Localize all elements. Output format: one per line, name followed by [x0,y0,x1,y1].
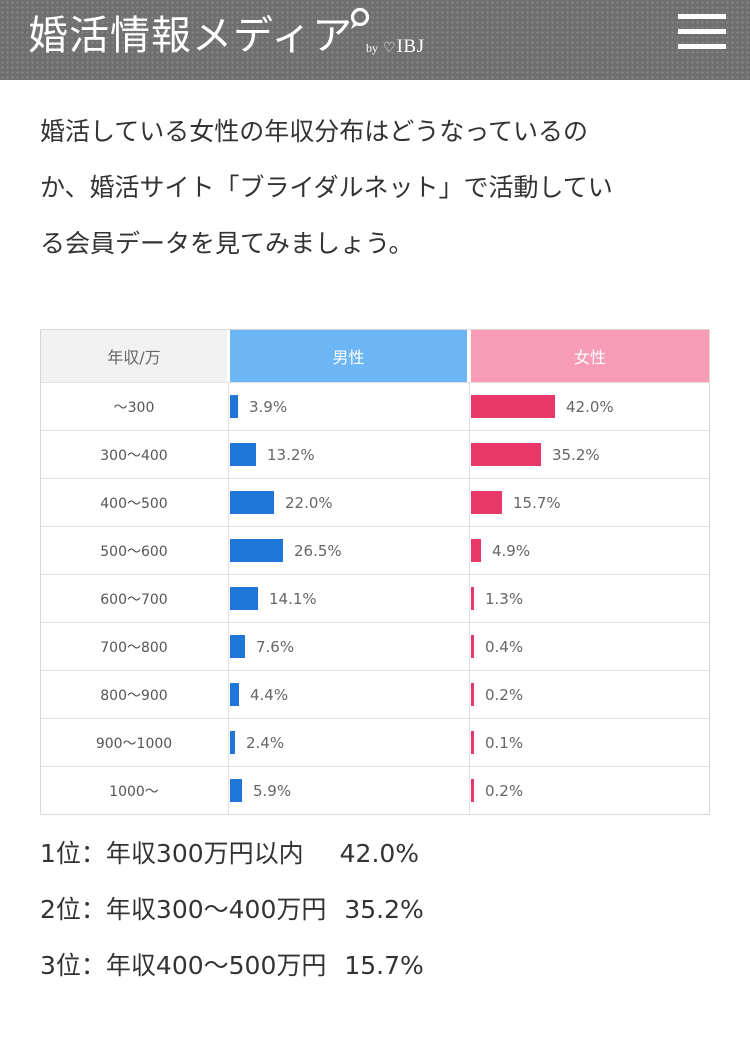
row-label: 1000～ [109,784,159,800]
heart-icon: ♡ [383,41,396,56]
rank-value: 35.2% [344,895,424,924]
row-label: 500～600 [100,544,168,560]
female-value-label: 0.2% [485,686,524,704]
column-header-male: 男性 [230,330,467,382]
female-bar [471,635,474,658]
income-distribution-chart: 年収/万 男性 女性 ～300 3.9% 42.0% 300～400 13.2% 35.2… [40,329,710,815]
male-value-label: 3.9% [249,398,288,416]
female-value-label: 4.9% [492,542,531,560]
chart-row: 800～900 4.4% 0.2% [41,670,709,719]
byline: by ♡IBJ [366,36,424,58]
column-header-female: 女性 [471,330,709,382]
chart-row: 600～700 14.1% 1.3% [41,574,709,623]
menu-icon-bar [678,14,726,19]
brand-logo: IBJ [396,36,425,57]
column-divider [228,382,229,814]
male-bar [230,395,238,418]
chart-row: 300～400 13.2% 35.2% [41,430,709,479]
rank-value: 15.7% [344,951,424,980]
male-bar [230,683,239,706]
male-value-label: 13.2% [267,446,315,464]
site-title[interactable]: 婚活情報メディア [28,13,354,59]
female-value-label: 0.1% [485,734,524,752]
female-value-label: 1.3% [485,590,524,608]
row-label: ～300 [113,400,155,416]
male-bar [230,443,256,466]
chart-row: 500～600 26.5% 4.9% [41,526,709,575]
male-value-label: 4.4% [250,686,289,704]
row-label: 400～500 [100,496,168,512]
menu-icon-bar [678,44,726,49]
female-value-label: 42.0% [566,398,614,416]
rank-position: 2位 [40,895,81,924]
male-value-label: 26.5% [294,542,342,560]
male-value-label: 7.6% [256,638,295,656]
byline-by: by [366,41,378,55]
male-bar [230,587,258,610]
female-bar [471,683,474,706]
intro-line: か、婚活サイト「ブライダルネット」で活動してい [40,173,613,202]
row-label: 600～700 [100,592,168,608]
male-bar [230,779,242,802]
female-bar [471,443,541,466]
ranking-item: 1位：年収300万円以内 42.0% [40,839,420,868]
rank-value: 42.0% [339,839,420,868]
female-bar [471,731,474,754]
female-bar [471,779,474,802]
ranking-list: 1位：年収300万円以内 42.0% 2位：年収300～400万円 35.2% 3位… [40,826,720,994]
male-bar [230,539,283,562]
row-label: 800～900 [100,688,168,704]
chart-row: 900～1000 2.4% 0.1% [41,718,709,767]
male-bar [230,491,274,514]
female-value-label: 0.2% [485,782,524,800]
rank-label: 年収300～400万円 [105,895,327,924]
intro-paragraph: 婚活している女性の年収分布はどうなっているの か、婚活サイト「ブライダルネット」… [40,104,710,272]
male-value-label: 2.4% [246,734,285,752]
male-value-label: 5.9% [253,782,292,800]
row-label: 300～400 [100,448,168,464]
chart-row: ～300 3.9% 42.0% [41,382,709,431]
ranking-item: 3位：年収400～500万円 15.7% [40,951,424,980]
intro-line: 婚活している女性の年収分布はどうなっているの [40,117,589,146]
male-value-label: 14.1% [269,590,317,608]
rank-position: 3位 [40,951,81,980]
female-bar [471,395,555,418]
male-value-label: 22.0% [285,494,333,512]
column-header-income: 年収/万 [41,330,227,382]
female-bar [471,491,502,514]
rank-label: 年収400～500万円 [105,951,327,980]
row-label: 700～800 [100,640,168,656]
female-value-label: 35.2% [552,446,600,464]
male-bar [230,731,235,754]
chart-row: 700～800 7.6% 0.4% [41,622,709,671]
chart-row: 1000～ 5.9% 0.2% [41,766,709,815]
female-bar [471,539,481,562]
site-header: 婚活情報メディア by ♡IBJ [0,0,750,80]
column-divider [469,382,470,814]
menu-icon-bar [678,29,726,34]
male-bar [230,635,245,658]
rank-position: 1位 [40,839,81,868]
female-bar [471,587,474,610]
row-label: 900～1000 [95,736,173,752]
female-value-label: 0.4% [485,638,524,656]
hamburger-menu-button[interactable] [676,12,728,52]
ranking-item: 2位：年収300～400万円 35.2% [40,895,424,924]
rank-label: 年収300万円以内 [105,839,304,868]
chart-row: 400～500 22.0% 15.7% [41,478,709,527]
female-value-label: 15.7% [513,494,561,512]
speech-bubble-icon [350,7,370,29]
intro-line: る会員データを見てみましょう。 [40,229,414,258]
